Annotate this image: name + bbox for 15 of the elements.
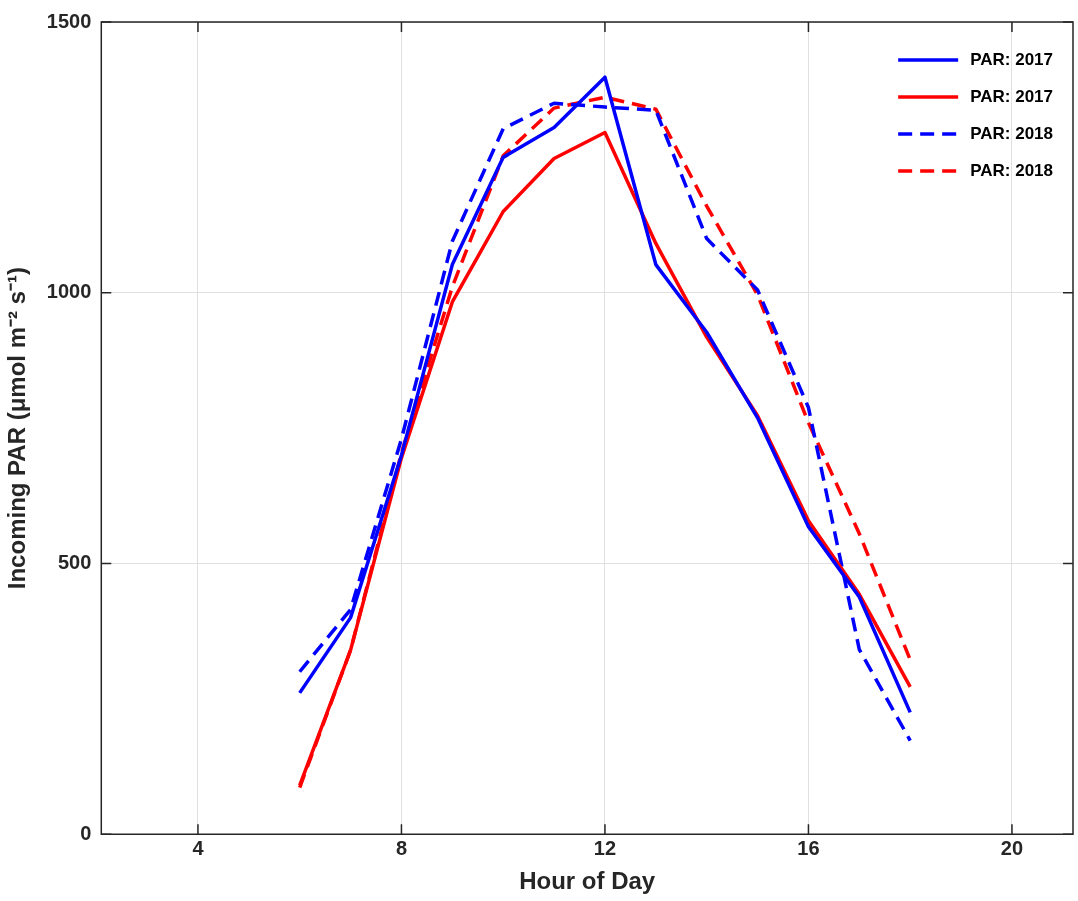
x-tick-label: 4 xyxy=(192,836,205,859)
legend-label: PAR: 2018 xyxy=(970,123,1054,143)
legend-label: PAR: 2017 xyxy=(970,49,1054,69)
y-tick-label: 1000 xyxy=(46,280,92,303)
x-axis-title: Hour of Day xyxy=(519,867,656,895)
y-tick-label: 0 xyxy=(80,821,92,844)
x-tick-label: 16 xyxy=(797,836,820,859)
legend-label: PAR: 2017 xyxy=(970,86,1054,106)
y-tick-label: 1500 xyxy=(46,9,92,32)
x-tick-label: 12 xyxy=(593,836,617,859)
x-tick-label: 8 xyxy=(395,836,408,859)
x-tick-label: 20 xyxy=(1000,836,1024,859)
legend-label: PAR: 2018 xyxy=(970,160,1054,180)
y-axis-title: Incoming PAR (μmol m⁻² s⁻¹) xyxy=(3,266,31,590)
y-tick-label: 500 xyxy=(57,550,92,573)
